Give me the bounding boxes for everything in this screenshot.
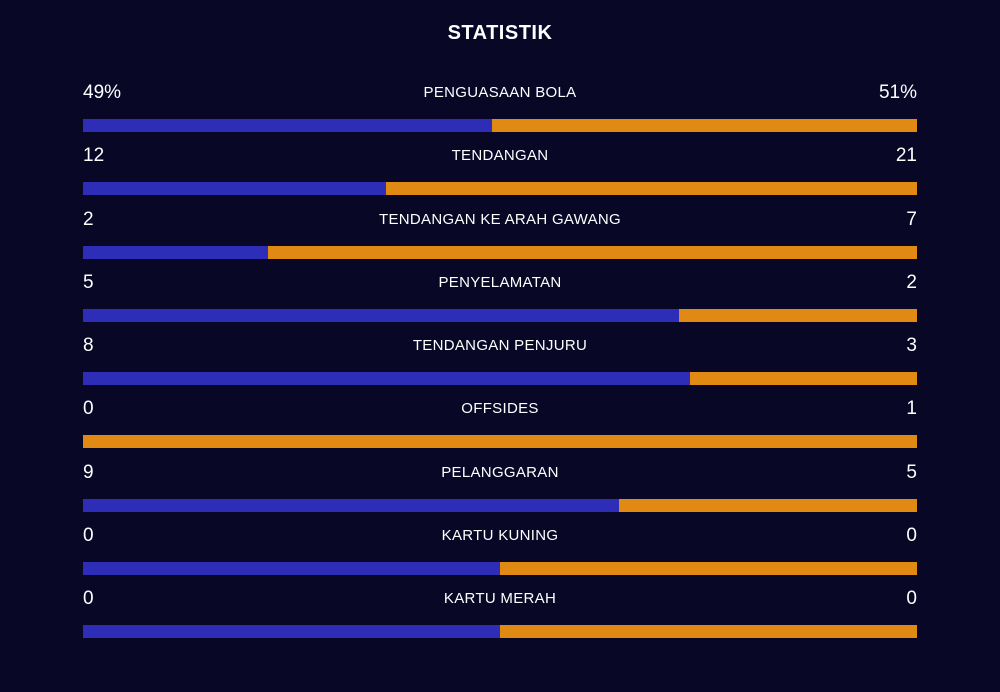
home-value: 0 <box>83 525 94 547</box>
home-value: 0 <box>83 398 94 420</box>
stat-label: OFFSIDES <box>461 400 539 418</box>
home-value: 0 <box>83 588 94 610</box>
comparison-bar <box>83 372 917 386</box>
home-value: 5 <box>83 271 94 293</box>
away-bar-fill <box>386 182 917 196</box>
home-value: 2 <box>83 208 94 230</box>
home-value: 49% <box>83 82 122 103</box>
away-bar-fill <box>689 372 917 386</box>
stat-row-shots: 12 TENDANGAN 21 <box>83 143 917 206</box>
home-bar-fill <box>83 119 492 132</box>
away-value: 2 <box>906 271 917 293</box>
comparison-bar <box>83 182 917 196</box>
away-value: 5 <box>906 461 917 483</box>
comparison-bar <box>83 119 917 132</box>
home-value: 9 <box>83 461 94 483</box>
home-bar-fill <box>83 562 500 576</box>
stat-label: TENDANGAN KE ARAH GAWANG <box>379 210 621 228</box>
away-bar-fill <box>500 625 917 639</box>
away-bar-fill <box>268 245 917 259</box>
away-value: 21 <box>895 145 917 167</box>
stat-label: KARTU KUNING <box>441 527 559 545</box>
away-bar-fill <box>500 562 917 576</box>
stats-list: 49% PENGUASAAN BOLA 51% 12 TENDANGAN 21 … <box>83 80 917 650</box>
stat-row-fouls: 9 PELANGGARAN 5 <box>83 460 917 523</box>
stat-row-offsides: 0 OFFSIDES 1 <box>83 396 917 459</box>
comparison-bar <box>83 625 917 639</box>
comparison-bar <box>83 498 917 512</box>
comparison-bar <box>83 562 917 576</box>
stat-row-red-cards: 0 KARTU MERAH 0 <box>83 586 917 649</box>
away-value: 7 <box>906 208 917 230</box>
comparison-bar <box>83 308 917 322</box>
away-value: 0 <box>906 588 917 610</box>
stat-label: PENGUASAAN BOLA <box>423 84 577 101</box>
stat-label: TENDANGAN <box>451 147 549 165</box>
away-bar-fill <box>678 308 917 322</box>
home-bar-fill <box>83 308 679 322</box>
stats-title: STATISTIK <box>447 22 553 44</box>
away-value: 0 <box>906 525 917 547</box>
away-bar-fill <box>491 119 917 132</box>
stat-label: PENYELAMATAN <box>438 273 562 291</box>
away-value: 51% <box>878 82 917 103</box>
stat-row-possession: 49% PENGUASAAN BOLA 51% <box>83 80 917 143</box>
comparison-bar <box>83 245 917 259</box>
stat-row-saves: 5 PENYELAMATAN 2 <box>83 270 917 333</box>
away-bar-fill <box>83 435 917 449</box>
away-value: 1 <box>906 398 917 420</box>
away-bar-fill <box>619 498 917 512</box>
away-value: 3 <box>906 335 917 357</box>
home-bar-fill <box>83 625 500 639</box>
stat-label: TENDANGAN PENJURU <box>412 337 588 355</box>
home-value: 8 <box>83 335 94 357</box>
home-bar-fill <box>83 182 387 196</box>
home-bar-fill <box>83 245 269 259</box>
comparison-bar <box>83 435 917 449</box>
home-bar-fill <box>83 372 690 386</box>
stat-row-yellow-cards: 0 KARTU KUNING 0 <box>83 523 917 586</box>
stat-label: KARTU MERAH <box>443 590 557 608</box>
home-value: 12 <box>83 145 105 167</box>
home-bar-fill <box>83 498 620 512</box>
stat-label: PELANGGARAN <box>441 463 559 481</box>
stat-row-shots-on-target: 2 TENDANGAN KE ARAH GAWANG 7 <box>83 207 917 270</box>
stat-row-corners: 8 TENDANGAN PENJURU 3 <box>83 333 917 396</box>
